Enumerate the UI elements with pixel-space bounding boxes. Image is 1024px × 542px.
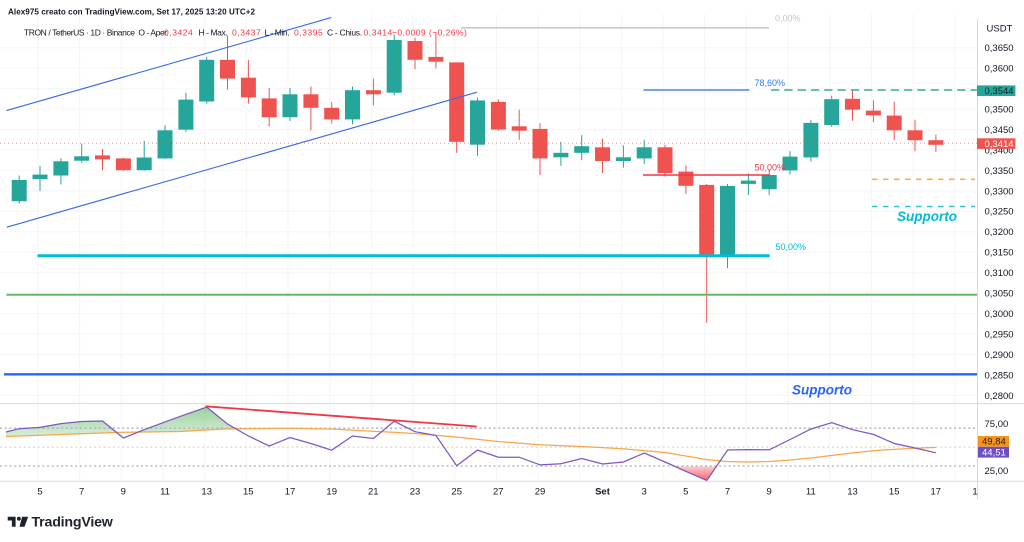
svg-text:78,60%: 78,60% [755,78,786,88]
svg-text:13: 13 [847,487,858,498]
svg-text:0,3450: 0,3450 [985,125,1014,136]
svg-text:0,3414: 0,3414 [364,27,393,37]
svg-text:15: 15 [243,487,254,498]
svg-text:7: 7 [79,487,84,498]
svg-text:17: 17 [285,487,296,498]
svg-text:5: 5 [683,487,688,498]
svg-text:0,3050: 0,3050 [985,289,1014,300]
svg-text:15: 15 [889,487,900,498]
svg-text:17: 17 [931,487,942,498]
svg-text:TradingView: TradingView [32,515,114,531]
svg-text:−0,0009 (−0,26%): −0,0009 (−0,26%) [392,27,467,37]
svg-text:0,3350: 0,3350 [985,166,1014,177]
svg-text:75,00: 75,00 [985,419,1009,430]
svg-text:L - Min.: L - Min. [265,27,290,37]
svg-text:0,3100: 0,3100 [985,268,1014,279]
svg-text:0,3650: 0,3650 [985,43,1014,54]
svg-text:TRON / TetherUS · 1D · Binance: TRON / TetherUS · 1D · Binance O - Aper. [24,27,168,37]
svg-text:25: 25 [451,487,462,498]
svg-text:Supporto: Supporto [897,209,957,224]
svg-text:1: 1 [972,487,977,498]
svg-text:27: 27 [493,487,504,498]
svg-text:0,00%: 0,00% [775,14,801,24]
svg-text:0,3600: 0,3600 [985,64,1014,75]
svg-text:Supporto: Supporto [792,383,852,398]
svg-text:0,3437: 0,3437 [232,27,261,37]
svg-text:21: 21 [368,487,379,498]
svg-text:49,84: 49,84 [982,437,1006,448]
svg-text:19: 19 [326,487,337,498]
svg-text:0,3424: 0,3424 [164,27,193,37]
svg-text:44,51: 44,51 [982,447,1006,458]
svg-text:23: 23 [410,487,421,498]
svg-text:9: 9 [121,487,126,498]
svg-text:0,3395: 0,3395 [294,27,323,37]
svg-text:0,2850: 0,2850 [985,370,1014,381]
svg-text:0,3200: 0,3200 [985,227,1014,238]
svg-text:0,2950: 0,2950 [985,329,1014,340]
svg-text:0,3400: 0,3400 [985,145,1014,156]
svg-text:USDT: USDT [987,24,1013,35]
svg-text:0,2800: 0,2800 [985,391,1014,402]
svg-text:13: 13 [201,487,212,498]
svg-text:0,3000: 0,3000 [985,309,1014,320]
svg-text:11: 11 [160,487,170,498]
svg-text:11: 11 [806,487,816,498]
svg-text:29: 29 [535,487,546,498]
svg-text:C - Chius.: C - Chius. [327,27,362,37]
svg-text:Alex975 creato con TradingView: Alex975 creato con TradingView.com, Set … [8,8,256,17]
svg-text:0,3500: 0,3500 [985,105,1014,116]
svg-text:5: 5 [37,487,42,498]
svg-text:0,3414: 0,3414 [985,139,1014,150]
svg-text:0,3300: 0,3300 [985,186,1014,197]
svg-text:50,00%: 50,00% [755,163,786,173]
svg-text:25,00: 25,00 [985,466,1009,477]
svg-text:0,3544: 0,3544 [985,86,1014,97]
svg-text:H - Max.: H - Max. [199,27,228,37]
svg-text:50,00%: 50,00% [776,242,807,252]
svg-text:7: 7 [725,487,730,498]
svg-text:Set: Set [595,487,611,498]
svg-text:0,3250: 0,3250 [985,207,1014,218]
svg-text:3: 3 [642,487,647,498]
svg-text:0,3150: 0,3150 [985,248,1014,259]
svg-text:0,2900: 0,2900 [985,350,1014,361]
svg-text:9: 9 [767,487,772,498]
